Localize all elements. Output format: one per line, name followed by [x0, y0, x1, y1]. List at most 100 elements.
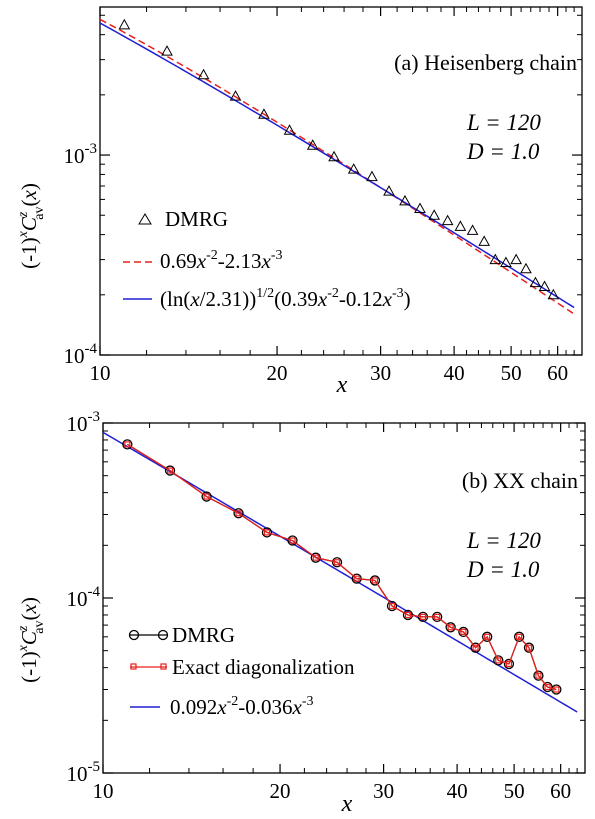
dmrg-triangle-point	[347, 163, 360, 174]
dmrg-circle-point	[201, 491, 212, 502]
ed-square-point	[447, 624, 454, 631]
dmrg-triangle-point	[161, 45, 173, 56]
y-tick-label: 10-4	[67, 584, 101, 611]
dmrg-circle-point	[458, 626, 469, 638]
ed-square-point	[166, 467, 174, 474]
dmrg-circle-point	[122, 439, 133, 450]
dmrg-triangle-point	[489, 253, 502, 265]
ed-square-point	[333, 559, 341, 566]
markers-b	[122, 439, 562, 695]
x-tick-label: 60	[547, 361, 568, 385]
x-tick-label: 50	[504, 779, 525, 803]
param-l-a: L = 120	[466, 110, 541, 135]
dmrg-triangle-point	[366, 170, 378, 182]
panel-label-b: (b) XX chain	[462, 468, 578, 493]
legend-circle-marker-left	[128, 629, 140, 641]
legend-item-dmrg-b: DMRG	[128, 623, 235, 647]
fit-curve-1	[100, 18, 575, 315]
x-tick-label: 40	[447, 779, 468, 803]
panel-label-a: (a) Heisenberg chain	[394, 50, 577, 75]
legend-item-dmrg-a: DMRG	[138, 207, 228, 231]
dmrg-triangle-point	[454, 220, 467, 231]
dmrg-triangle-point	[306, 139, 319, 150]
param-l-b: L = 120	[466, 528, 541, 553]
dmrg-triangle-point	[414, 202, 426, 214]
param-d-a: D = 1.0	[466, 139, 540, 164]
x-tick-label: 30	[370, 361, 391, 385]
x-tick-label: 40	[444, 361, 465, 385]
legend-label-fit-b: 0.092x-2-0.036x-3	[170, 694, 314, 719]
ed-line	[127, 443, 557, 691]
dmrg-circle-point	[261, 527, 273, 538]
y-tick-label: 10-3	[64, 141, 98, 168]
legend-a: DMRG 0.69x-2-2.13x-3 (ln(x/2.31))1/2(0.3…	[123, 207, 411, 311]
panel-xx: 10 20 30 40 50 60 10-5 10-4 10-3 (b) XX chain L…	[16, 409, 586, 817]
ed-square-point	[553, 686, 560, 693]
x-tick-label: 30	[373, 779, 394, 803]
dmrg-triangle-point	[441, 214, 454, 226]
legend-b: DMRG Exact diagonalization 0.092x-2-0.03…	[128, 623, 355, 719]
ed-square-point	[289, 537, 296, 544]
x-tick-label: 20	[270, 779, 291, 803]
ed-square-point	[388, 602, 396, 610]
dmrg-circle-point	[513, 631, 525, 642]
plot-frame-a	[99, 6, 583, 356]
dmrg-circle-point	[310, 552, 321, 563]
legend-label-dmrg-b: DMRG	[172, 623, 235, 647]
ed-square-point	[371, 577, 379, 584]
param-d-b: D = 1.0	[466, 557, 540, 582]
dmrg-triangle-point	[283, 124, 296, 135]
y-tick-label: 10-5	[67, 759, 101, 786]
dmrg-triangle-point	[538, 280, 551, 292]
dmrg-circle-point	[287, 535, 298, 546]
x-tick-label: 60	[550, 779, 571, 803]
dmrg-triangle-point	[383, 185, 395, 196]
dmrg-circle-point	[551, 684, 562, 695]
ed-square-point	[124, 441, 131, 448]
x-tick-label: 10	[93, 779, 114, 803]
axis-ticks-a	[99, 7, 583, 356]
dmrg-triangle-point	[328, 150, 340, 162]
y-tick-labels-b: 10-5 10-4 10-3	[67, 409, 101, 786]
dmrg-circle-point	[164, 465, 176, 476]
x-tick-label: 20	[267, 361, 288, 385]
ed-square-point	[535, 672, 542, 679]
ed-square-point	[484, 633, 491, 640]
svg-text:(-1)xCzav(x): (-1)xCzav(x)	[16, 183, 47, 269]
x-tick-labels-b: 10 20 30 40 50 60	[93, 779, 572, 803]
ed-square-point	[235, 510, 242, 517]
dmrg-circle-point	[233, 508, 244, 519]
x-axis-title-b: x	[341, 791, 353, 817]
x-axis-title-a: x	[336, 372, 348, 398]
svg-text:(-1)xCzav(x): (-1)xCzav(x)	[16, 597, 47, 683]
legend-item-ed-b: Exact diagonalization	[130, 655, 355, 679]
legend-circle-marker-right	[157, 629, 169, 641]
ed-square-point	[516, 633, 523, 640]
dmrg-triangle-point	[428, 209, 441, 220]
ed-square-point	[434, 613, 441, 620]
ed-square-point	[460, 628, 467, 636]
legend-label-ed-b: Exact diagonalization	[172, 655, 355, 679]
y-tick-labels-a: 10-4 10-3	[64, 141, 98, 368]
dmrg-triangle-point	[529, 276, 542, 288]
y-tick-label: 10-4	[64, 341, 98, 368]
ed-square-point	[544, 683, 551, 691]
dmrg-triangle-point	[229, 90, 242, 101]
y-axis-title-a: (-1)xCzav(x)	[16, 183, 47, 269]
x-tick-label: 10	[90, 361, 111, 385]
legend-label-fit1-a: 0.69x-2-2.13x-3	[160, 248, 283, 273]
legend-square-marker-left	[130, 663, 137, 670]
markers-a	[118, 18, 560, 300]
panel-heisenberg: 10 20 30 40 50 60 10-4 10-3 (a) Heisenberg cha…	[16, 6, 583, 398]
dmrg-circle-point	[331, 557, 343, 568]
dmrg-circle-point	[533, 670, 544, 681]
ed-square-point	[203, 493, 210, 500]
dmrg-triangle-point	[118, 18, 131, 30]
dmrg-circle-point	[470, 642, 481, 653]
dmrg-triangle-point	[399, 194, 411, 206]
dmrg-triangle-point	[197, 68, 210, 80]
dmrg-triangle-point	[466, 224, 479, 235]
legend-label-dmrg-a: DMRG	[165, 207, 228, 231]
dmrg-triangle-point	[500, 256, 512, 268]
